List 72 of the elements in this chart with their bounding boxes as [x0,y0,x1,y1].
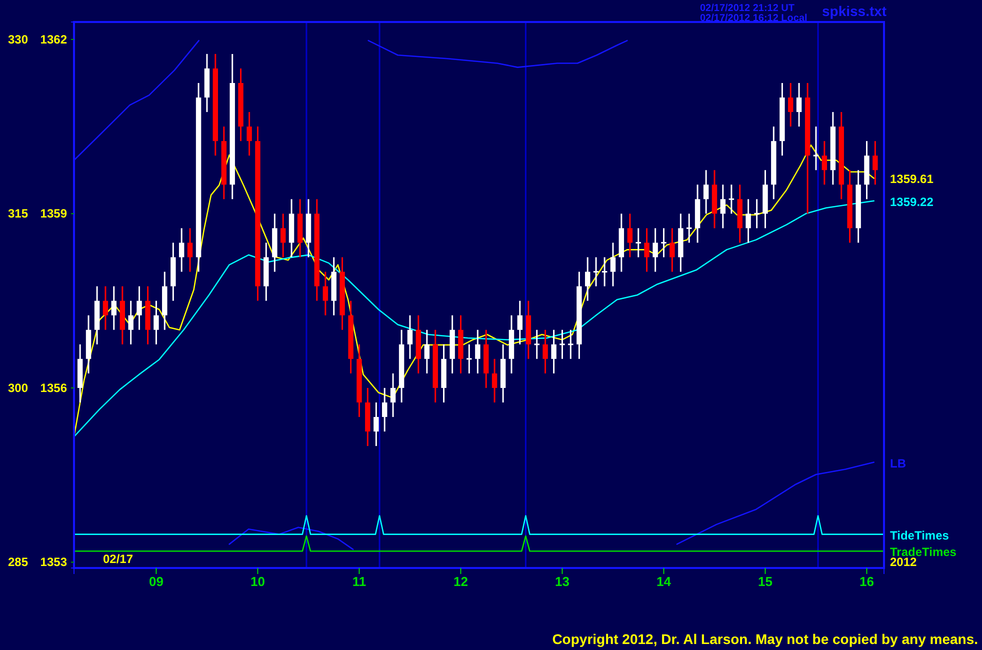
text: spkiss.txt [822,3,887,19]
candlestick [560,329,565,360]
candlestick [602,256,608,288]
candlestick [534,329,540,360]
candlestick [720,184,726,229]
series-label: LB [890,456,906,470]
candlestick [822,140,828,186]
candlestick [872,140,878,186]
candlestick [280,212,286,258]
text: 02/17/2012 21:12 UT [700,3,795,14]
candlestick [517,300,523,346]
y2-tick-label: 315 [8,206,28,221]
y-tick-label: 1359 [40,206,68,221]
series-label: 1359.22 [890,194,934,209]
candlestick [728,184,734,214]
candlestick [686,212,692,244]
candlestick [374,402,379,447]
text: Copyright 2012, Dr. Al Larson. May not be copied by any means. [552,631,978,647]
y2-tick-label: 300 [8,380,28,395]
candlestick [128,300,134,346]
candlestick [636,227,641,258]
candlestick [652,227,658,273]
candlestick [584,256,590,302]
x-tick-label: 13 [555,574,570,590]
candlestick [551,329,556,374]
series-label: 1359.61 [890,172,934,186]
candlestick [813,126,819,171]
candlestick [788,82,794,128]
annotation: 02/17/2012 16:12 Local [700,13,808,24]
series-label: TideTimes [890,528,950,542]
candlestick [568,329,574,360]
candlestick [424,329,430,374]
x-tick-label: 10 [250,574,265,590]
y2-tick-label: 330 [8,32,28,46]
y-tick-label: 1356 [40,380,68,395]
candlestick [407,314,413,360]
candlestick [136,286,142,331]
x-tick-label: 11 [352,574,366,590]
y-tick-label: 1353 [40,555,68,570]
candlestick [390,372,396,418]
x-tick-label: 09 [148,574,164,590]
line-series [73,200,874,438]
candlestick [322,271,328,316]
candlestick [644,227,650,273]
candlestick [627,212,633,258]
candlestick [746,198,751,244]
candlestick [796,82,802,128]
candlestick [466,344,472,374]
candlestick [154,300,159,346]
candlestick [593,256,599,288]
x-tick-label: 15 [758,574,772,590]
candlestick [610,242,616,288]
candlestick [178,227,184,273]
candlestick [661,227,666,258]
candlestick [542,329,548,374]
x-tick-label: 16 [860,574,874,590]
candlestick [670,227,675,273]
x-tick-label: 12 [453,574,468,590]
candlestick [111,286,116,331]
text: 2012 [890,555,918,569]
candlestick [102,286,108,331]
annotation: 02/17 [103,552,134,566]
candlestick [382,387,388,432]
candlestick [246,111,252,156]
x-tick-label: 14 [656,574,672,590]
candlestick [492,358,498,404]
candlestick [187,227,193,273]
y2-tick-label: 285 [8,555,28,570]
y-tick-label: 1362 [40,32,68,46]
candlestick [703,169,709,214]
candlestick [475,329,480,374]
candlestick [754,198,760,229]
